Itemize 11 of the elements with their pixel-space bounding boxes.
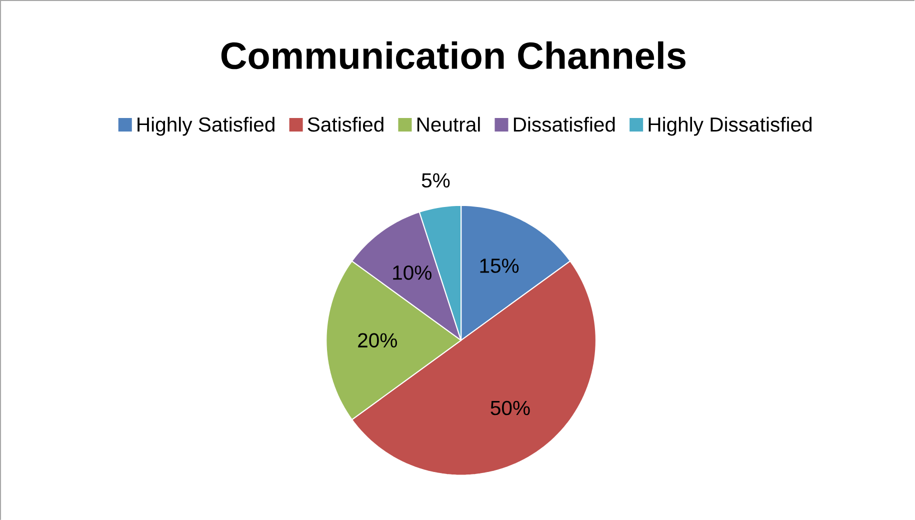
data-label: 10% — [393, 265, 432, 280]
data-label: 5% — [422, 173, 450, 188]
legend-label: Highly Satisfied — [138, 116, 274, 136]
legend-label: Highly Dissatisfied — [648, 116, 812, 136]
chart-title: Communication Channels — [221, 41, 686, 69]
data-label: 20% — [358, 332, 397, 348]
legend-label: Satisfied — [308, 116, 384, 132]
legend-label: Neutral — [417, 116, 480, 132]
data-label: 15% — [480, 258, 519, 273]
data-label: 50% — [490, 400, 530, 415]
legend-label: Dissatisfied — [514, 116, 615, 132]
